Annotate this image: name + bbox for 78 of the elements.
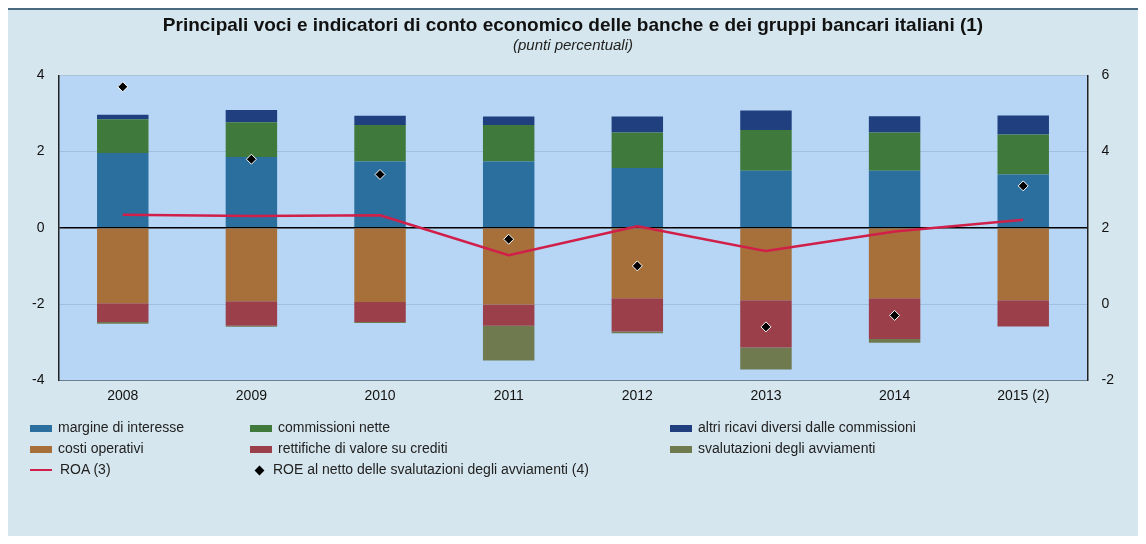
- bar: [997, 115, 1049, 135]
- bar: [354, 161, 406, 228]
- y2-tick-label: 0: [1101, 294, 1110, 311]
- bar: [997, 134, 1049, 175]
- bar: [354, 115, 406, 125]
- bar: [997, 228, 1049, 301]
- bar: [482, 116, 535, 125]
- bar: [740, 129, 792, 171]
- point: [503, 233, 515, 245]
- x-tick-label: 2015 (2): [997, 387, 1050, 404]
- chart-subtitle: (punti percentuali): [511, 36, 635, 53]
- bar: [225, 301, 278, 326]
- x-tick-label: 2009: [235, 387, 268, 404]
- bar: [225, 110, 278, 123]
- bar: [482, 304, 535, 326]
- bar: [868, 228, 921, 299]
- y2-tick-label: -2: [1101, 371, 1115, 388]
- bar: [740, 170, 792, 228]
- legend-label: ROE al netto delle svalutazioni degli avviamenti (4): [273, 461, 589, 477]
- point: [1017, 180, 1029, 192]
- bar: [740, 110, 792, 130]
- bar: [611, 132, 664, 168]
- y-tick-label: 0: [36, 218, 45, 235]
- legend-label: margine di interesse: [58, 419, 185, 435]
- bar: [868, 339, 921, 343]
- x-tick-label: 2008: [107, 387, 139, 404]
- bar: [611, 116, 664, 133]
- legend-label: costi operativi: [58, 440, 144, 456]
- bar: [97, 119, 149, 154]
- bar: [997, 174, 1049, 228]
- legend-label: svalutazioni degli avviamenti: [698, 440, 876, 456]
- point: [760, 321, 772, 333]
- legend-label: rettifiche di valore su crediti: [278, 440, 448, 456]
- legend-label: commissioni nette: [278, 419, 391, 435]
- point: [631, 260, 643, 272]
- bar: [97, 303, 149, 322]
- y-tick-label: -4: [32, 371, 45, 388]
- bar: [354, 302, 406, 322]
- y-tick-label: 2: [36, 142, 45, 159]
- x-tick-label: 2013: [750, 387, 782, 404]
- x-tick-label: 2010: [364, 387, 396, 404]
- point: [117, 81, 129, 93]
- bar: [868, 298, 921, 340]
- bar: [740, 347, 792, 370]
- point: [245, 153, 257, 165]
- x-tick-label: 2014: [879, 387, 911, 404]
- bar: [611, 228, 664, 299]
- bar: [354, 124, 406, 162]
- chart-title: Principali voci e indicatori di conto economico delle banche e dei gruppi bancari italiani (1): [161, 13, 985, 36]
- bar: [868, 132, 921, 171]
- bar: [225, 156, 278, 228]
- bar: [97, 228, 149, 304]
- bar: [354, 228, 406, 303]
- bar: [225, 228, 278, 302]
- bar: [225, 122, 278, 157]
- y2-tick-label: 6: [1101, 66, 1110, 83]
- legend-label: altri ricavi diversi dalle commissioni: [698, 419, 916, 435]
- bar: [740, 228, 792, 301]
- y2-tick-label: 2: [1101, 218, 1110, 235]
- legend-label: ROA (3): [60, 461, 111, 477]
- bar: [868, 170, 921, 228]
- bar: [482, 228, 535, 305]
- x-tick-label: 2011: [493, 387, 524, 404]
- point: [889, 309, 901, 321]
- bar: [740, 300, 792, 348]
- bar: [482, 124, 535, 162]
- bar: [97, 153, 149, 228]
- bar: [611, 298, 664, 332]
- bar: [997, 300, 1049, 327]
- point: [374, 168, 386, 180]
- bar: [868, 116, 921, 133]
- bar: [482, 161, 535, 228]
- bar: [482, 325, 535, 361]
- bar: [611, 167, 664, 228]
- y2-tick-label: 4: [1101, 142, 1110, 159]
- x-tick-label: 2012: [621, 387, 654, 404]
- y-tick-label: -2: [32, 294, 45, 311]
- y-tick-label: 4: [36, 66, 45, 83]
